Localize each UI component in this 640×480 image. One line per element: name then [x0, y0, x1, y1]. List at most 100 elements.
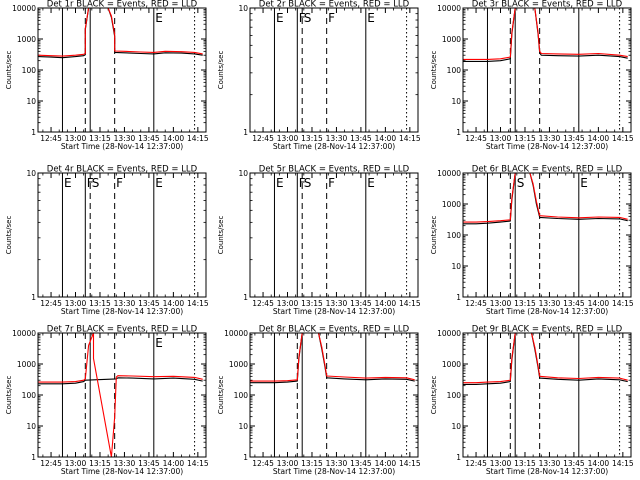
x-tick-label: 13:30: [326, 134, 348, 143]
y-axis-label: Counts/sec: [217, 51, 225, 90]
x-tick-label: 13:30: [326, 459, 348, 468]
y-axis-label: Counts/sec: [217, 216, 225, 255]
y-tick-label: 100: [447, 231, 462, 240]
chart-panel-7: Det 7r BLACK = Events, RED = LLD Counts/s…: [5, 325, 209, 477]
x-tick-label: 13:00: [277, 299, 299, 308]
marker-letter: E: [155, 11, 163, 25]
lld-series-line: [38, 333, 203, 457]
x-tick-label: 13:15: [301, 134, 323, 143]
y-tick-label: 1000: [17, 360, 36, 369]
x-tick-label: 13:30: [114, 134, 136, 143]
x-tick-label: 13:30: [326, 299, 348, 308]
x-tick-label: 14:00: [163, 134, 185, 143]
x-tick-label: 13:45: [138, 459, 160, 468]
x-tick-label: 13:00: [65, 134, 87, 143]
plot-frame: [462, 332, 632, 458]
x-tick-label: 13:45: [563, 299, 585, 308]
y-tick-label: 100: [22, 66, 37, 75]
chart-panel-8: Det 8r BLACK = Events, RED = LLD Counts/s…: [217, 325, 421, 477]
y-tick-label: 1: [31, 128, 36, 137]
x-tick-label: 13:15: [89, 134, 111, 143]
chart-panel-1: Det 1r BLACK = Events, RED = LLD Counts/s…: [5, 0, 209, 151]
x-tick-label: 13:30: [114, 459, 136, 468]
y-tick-label: 100: [234, 391, 249, 400]
x-tick-label: 13:30: [539, 299, 561, 308]
chart-title: Det 2r BLACK = Events, RED = LLD: [259, 0, 410, 10]
y-axis-label: Counts/sec: [5, 376, 13, 415]
x-axis-label: Start Time (28-Nov-14 12:37:00): [486, 142, 608, 151]
x-tick-label: 12:45: [40, 134, 62, 143]
x-tick-label: 14:15: [187, 134, 209, 143]
lld-series-line: [463, 173, 628, 223]
plot-frame: [462, 7, 632, 133]
x-tick-label: 13:00: [490, 134, 512, 143]
x-tick-label: 12:45: [40, 299, 62, 308]
marker-letter: F: [328, 11, 335, 25]
y-tick-label: 10000: [224, 329, 248, 338]
y-tick-label: 1: [243, 293, 248, 302]
x-tick-label: 13:00: [277, 134, 299, 143]
chart-title: Det 7r BLACK = Events, RED = LLD: [47, 325, 198, 335]
x-tick-label: 14:00: [375, 299, 397, 308]
chart-panel-6: Det 6r BLACK = Events, RED = LLD Counts/s…: [430, 165, 634, 317]
x-tick-label: 12:45: [252, 459, 274, 468]
x-tick-label: 14:00: [163, 299, 185, 308]
x-axis-label: Start Time (28-Nov-14 12:37:00): [273, 142, 395, 151]
lld-series-line: [38, 8, 203, 57]
y-axis-label: Counts/sec: [217, 376, 225, 415]
y-tick-label: 1: [243, 453, 248, 462]
x-tick-label: 13:30: [114, 299, 136, 308]
y-tick-label: 100: [22, 391, 37, 400]
x-tick-label: 13:15: [514, 299, 536, 308]
x-tick-label: 13:30: [539, 134, 561, 143]
chart-title: Det 4r BLACK = Events, RED = LLD: [47, 165, 198, 175]
x-tick-label: 14:00: [588, 134, 610, 143]
x-tick-label: 13:30: [539, 459, 561, 468]
x-tick-label: 12:45: [465, 134, 487, 143]
marker-letter: E: [276, 176, 284, 190]
x-tick-label: 14:15: [612, 134, 634, 143]
x-tick-label: 12:45: [40, 459, 62, 468]
plot-frame: [462, 172, 632, 298]
y-tick-label: 100: [447, 391, 462, 400]
y-tick-label: 1: [31, 293, 36, 302]
x-tick-label: 13:15: [514, 459, 536, 468]
x-tick-label: 14:00: [163, 459, 185, 468]
x-tick-label: 14:00: [588, 459, 610, 468]
chart-title: Det 1r BLACK = Events, RED = LLD: [47, 0, 198, 10]
chart-panel-9: Det 9r BLACK = Events, RED = LLD Counts/s…: [430, 325, 634, 477]
marker-letter: E: [580, 176, 588, 190]
y-tick-label: 10: [26, 97, 36, 106]
marker-letter: E: [155, 176, 163, 190]
y-tick-label: 1: [456, 128, 461, 137]
x-tick-label: 13:45: [563, 134, 585, 143]
plot-frame: [37, 7, 207, 133]
y-tick-label: 1: [31, 453, 36, 462]
x-tick-label: 13:15: [301, 299, 323, 308]
chart-title: Det 5r BLACK = Events, RED = LLD: [259, 165, 410, 175]
x-axis-label: Start Time (28-Nov-14 12:37:00): [61, 467, 183, 476]
y-tick-label: 10000: [12, 329, 36, 338]
x-tick-label: 13:00: [65, 299, 87, 308]
y-tick-label: 10: [238, 169, 248, 178]
y-axis-label: Counts/sec: [5, 216, 13, 255]
lld-series-line: [463, 333, 628, 384]
x-tick-label: 12:45: [465, 299, 487, 308]
x-tick-label: 14:15: [187, 459, 209, 468]
x-axis-label: Start Time (28-Nov-14 12:37:00): [61, 307, 183, 316]
x-tick-label: 13:15: [89, 299, 111, 308]
plot-frame: [249, 172, 419, 298]
marker-letter: E: [155, 336, 163, 350]
plot-frame: [249, 7, 419, 133]
x-tick-label: 13:00: [65, 459, 87, 468]
x-tick-label: 13:00: [277, 459, 299, 468]
y-axis-label: Counts/sec: [430, 216, 438, 255]
y-tick-label: 1000: [442, 360, 461, 369]
x-tick-label: 13:00: [490, 299, 512, 308]
y-tick-label: 1: [456, 293, 461, 302]
x-tick-label: 14:15: [612, 459, 634, 468]
x-tick-label: 14:15: [187, 299, 209, 308]
x-tick-label: 13:45: [350, 134, 372, 143]
x-tick-label: 14:00: [375, 134, 397, 143]
